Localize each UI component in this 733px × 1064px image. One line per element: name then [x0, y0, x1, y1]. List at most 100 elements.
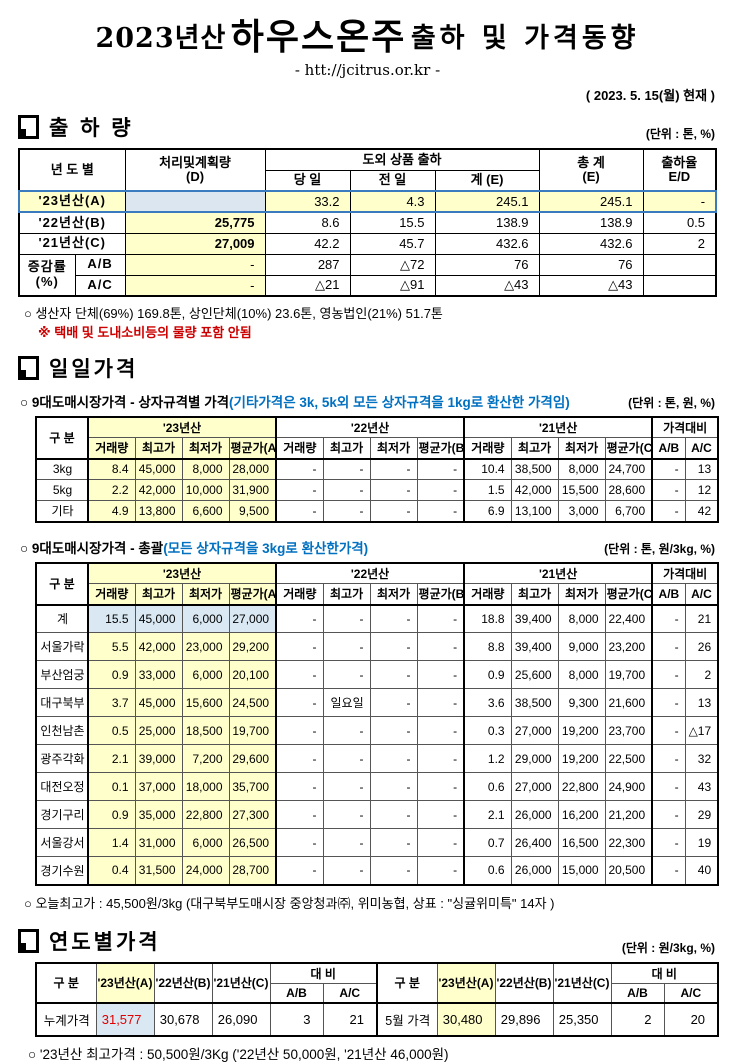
- table-row: 기타 4.9 13,800 6,600 9,500- - - -6.9 13,100 3,000 6…: [35, 500, 719, 523]
- col-year: 년 도 별: [18, 148, 126, 192]
- col-2023: '23년산(A): [436, 962, 496, 1004]
- section-title-text: 출 하 량: [49, 117, 134, 140]
- plan-cell: 25,775: [124, 211, 266, 234]
- row-label: 인천남촌: [35, 716, 89, 746]
- table-cell: 29: [684, 800, 719, 830]
- overall-title: ○ 9대도매시장가격 - 총괄(모든 상자규격을 3kg로 환산한가격): [20, 537, 368, 557]
- table-cell: -: [416, 458, 466, 481]
- table-cell: 6,000: [181, 660, 230, 690]
- title-suffix: 출하 및 가격동향: [410, 23, 640, 54]
- table-cell: -: [369, 479, 418, 502]
- daily-section-header: 일일가격: [18, 353, 717, 383]
- table-cell: 38,500: [510, 688, 559, 718]
- plan-cell: 27,009: [124, 232, 266, 255]
- table-cell: 13: [684, 688, 719, 718]
- table-cell: 26,500: [228, 828, 278, 858]
- yearly-header-row-1: 구 분 '23년산(A) '22년산(B) '21년산(C) 대 비 구 분 '…: [35, 962, 719, 1004]
- page-icon: [18, 115, 39, 139]
- table-cell: 26,000: [510, 800, 559, 830]
- sum-cell: 432.6: [434, 232, 540, 255]
- table-cell: -: [369, 688, 418, 718]
- table-cell: 16,200: [557, 800, 606, 830]
- col-rate: 출하율 E/D: [642, 148, 717, 192]
- today-cell: △21: [264, 274, 351, 297]
- table-cell: 31,500: [134, 856, 183, 886]
- group-2023: '23년산: [87, 416, 278, 439]
- may-ac: 20: [663, 1002, 719, 1037]
- table-cell: -: [369, 500, 418, 523]
- rate-cell: -: [642, 190, 718, 213]
- page-icon: [18, 355, 39, 380]
- table-cell: 8.8: [463, 632, 512, 662]
- rate-cell: [642, 274, 717, 297]
- row-label: 5월 가격: [376, 1002, 438, 1037]
- table-cell: 10.4: [463, 458, 512, 481]
- subcol: 최저가: [557, 437, 606, 460]
- table-cell: 19,200: [557, 744, 606, 774]
- row-label: 서울강서: [35, 828, 89, 858]
- report-title: 2023년산 하우스온주 출하 및 가격동향: [18, 8, 717, 60]
- table-cell: 0.3: [463, 716, 512, 746]
- change-rate-line2: (%): [35, 273, 59, 289]
- cumulative-2023: 31,577: [95, 1002, 155, 1037]
- price-overall-table: 구 분 '23년산 '22년산 '21년산 가격대비 거래량 최고가 최저가 평…: [35, 561, 720, 886]
- shipment-row-ac: A/C - △21 △91 △43 △43: [19, 274, 717, 297]
- table-cell: -: [275, 800, 324, 830]
- table-cell: -: [651, 479, 686, 502]
- subcol: 거래량: [463, 583, 512, 606]
- table-cell: 35,700: [228, 772, 278, 802]
- table-cell: -: [416, 688, 466, 718]
- table-cell: 3.6: [463, 688, 512, 718]
- table-cell: 22,400: [604, 604, 654, 634]
- table-cell: -: [369, 828, 418, 858]
- row-label: 누계가격: [35, 1002, 97, 1037]
- table-cell: 24,000: [181, 856, 230, 886]
- subcol: 평균가(C): [604, 583, 654, 606]
- col-prev: 전 일: [349, 169, 436, 192]
- table-cell: 18,000: [181, 772, 230, 802]
- table-cell: 1.4: [87, 828, 136, 858]
- table-cell: 32: [684, 744, 719, 774]
- table-cell: -: [322, 716, 371, 746]
- table-cell: -: [275, 458, 324, 481]
- title-year: 2023년산: [95, 23, 227, 54]
- as-of-date: ( 2023. 5. 15(월) 현재 ): [585, 88, 715, 103]
- rate-cell: 0.5: [642, 211, 717, 234]
- table-cell: -: [416, 479, 466, 502]
- daily-section-title: 일일가격: [18, 353, 138, 383]
- table-row: 부산엄궁 0.9 33,000 6,000 20,100- - - -0.9 25,600 8,0…: [35, 660, 719, 690]
- table-row: 3kg 8.4 45,000 8,000 28,000- - - -10.4 38,500 8,0…: [35, 458, 719, 481]
- cumulative-2022: 30,678: [153, 1002, 213, 1037]
- col-compare: 대 비: [610, 962, 719, 984]
- table-cell: -: [322, 458, 371, 481]
- table-cell: 4.9: [87, 500, 136, 523]
- table-cell: 39,400: [510, 604, 559, 634]
- col-2021: '21년산(C): [552, 962, 612, 1004]
- table-cell: 0.9: [463, 660, 512, 690]
- shipment-row-2022: '22년산(B) 25,775 8.6 15.5 138.9 138.9 0.5: [18, 211, 717, 234]
- table-cell: -: [416, 800, 466, 830]
- table-cell: 3.7: [87, 688, 136, 718]
- rate-cell: [642, 253, 717, 276]
- page-icon: [18, 928, 39, 953]
- prev-cell: 15.5: [349, 211, 436, 234]
- subcol: 평균가(B): [416, 583, 466, 606]
- table-cell: 1.5: [463, 479, 512, 502]
- subcol: A/B: [651, 437, 686, 460]
- price-by-box-body: 3kg 8.4 45,000 8,000 28,000- - - -10.4 38,500 8,0…: [35, 458, 719, 523]
- table-cell: -: [369, 772, 418, 802]
- today-cell: 287: [264, 253, 351, 276]
- price-overall-body: 계 15.5 45,000 6,000 27,000- - - -18.8 39,400 8,00…: [35, 604, 719, 886]
- table-cell: 38,500: [510, 458, 559, 481]
- table-cell: 45,000: [134, 604, 183, 634]
- table-cell: 43: [684, 772, 719, 802]
- table-cell: -: [275, 688, 324, 718]
- subcol: 거래량: [463, 437, 512, 460]
- table-cell: 23,700: [604, 716, 654, 746]
- col-category: 구 분: [376, 962, 438, 1004]
- table-cell: 13,800: [134, 500, 183, 523]
- table-cell: 2.1: [463, 800, 512, 830]
- plan-cell: -: [124, 274, 266, 297]
- shipment-section-title: 출 하 량: [18, 112, 134, 142]
- table-cell: -: [322, 856, 371, 886]
